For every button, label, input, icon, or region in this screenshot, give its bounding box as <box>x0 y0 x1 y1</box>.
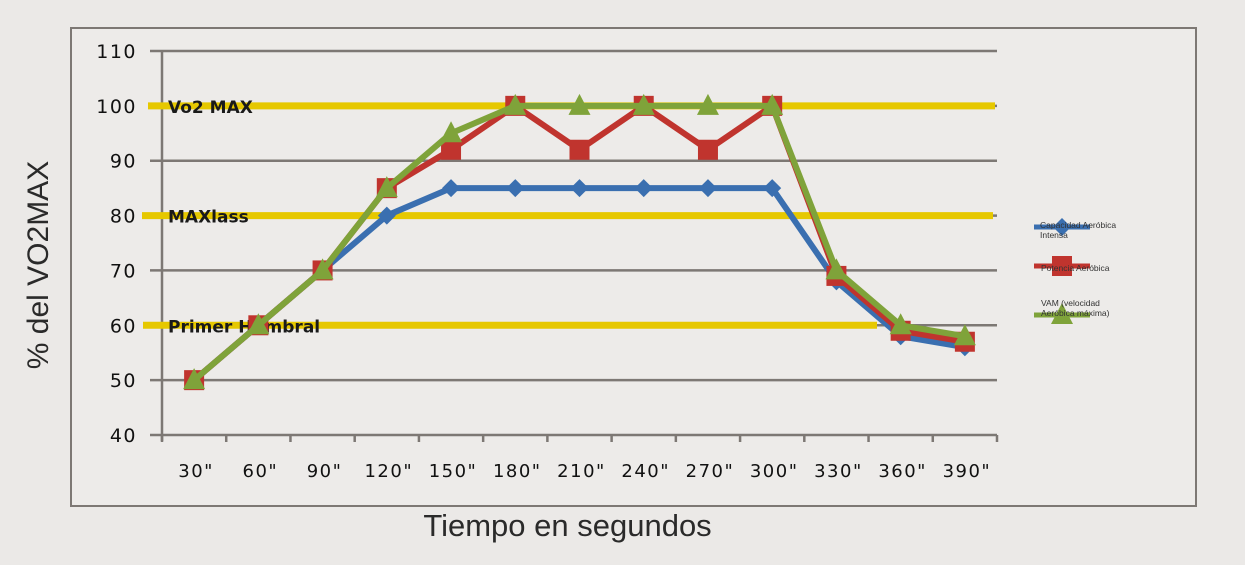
triangle-marker <box>953 324 976 346</box>
diamond-marker <box>698 179 717 198</box>
legend-label-line: Potencia Aeróbica <box>1041 263 1110 273</box>
x-tick-label: 300" <box>750 461 799 482</box>
y-tick-label: 80 <box>110 206 137 228</box>
x-tick-label: 90" <box>307 461 343 482</box>
diamond-marker <box>570 179 589 198</box>
x-axis-title: Tiempo en segundos <box>423 508 712 543</box>
x-tick-label: 270" <box>686 461 735 482</box>
y-tick-label: 50 <box>110 370 137 392</box>
triangle-marker <box>761 93 784 115</box>
y-tick-label: 70 <box>110 260 137 282</box>
square-marker <box>697 139 718 160</box>
triangle-marker <box>889 313 912 335</box>
diamond-marker <box>377 206 396 225</box>
y-axis-title: % del VO2MAX <box>22 160 55 370</box>
x-tick-label: 360" <box>878 461 927 482</box>
x-tick-label: 330" <box>814 461 863 482</box>
diamond-marker <box>442 179 461 198</box>
triangle-marker <box>568 93 591 115</box>
triangle-marker <box>1051 303 1073 324</box>
y-tick-label: 40 <box>110 425 137 447</box>
diamond-marker <box>763 179 782 198</box>
square-marker <box>1052 256 1072 276</box>
y-tick-label: 100 <box>96 96 137 118</box>
triangle-marker <box>183 368 206 390</box>
reference-line-label: MAXlass <box>168 208 249 228</box>
x-tick-label: 180" <box>493 461 542 482</box>
diamond-marker <box>634 179 653 198</box>
x-tick-label: 210" <box>557 461 606 482</box>
reference-line-label: Vo2 MAX <box>168 98 253 118</box>
legend-label-line: VAM (velocidad <box>1041 298 1100 308</box>
x-tick-label: 240" <box>621 461 670 482</box>
y-tick-label: 90 <box>110 151 137 173</box>
legend-label-line: Intensa <box>1040 230 1068 240</box>
legend-item-potencia: Potencia Aeróbica <box>1041 263 1110 273</box>
triangle-marker <box>825 258 848 280</box>
y-tick-label: 60 <box>110 315 137 337</box>
triangle-marker <box>504 93 527 115</box>
diamond-marker <box>506 179 525 198</box>
triangle-marker <box>696 93 719 115</box>
reference-line-label: Primer Humbral <box>168 317 320 337</box>
diamond-marker <box>1053 218 1071 236</box>
square-marker <box>441 139 462 160</box>
x-tick-label: 390" <box>943 461 992 482</box>
x-tick-label: 60" <box>243 461 279 482</box>
triangle-marker <box>247 313 270 335</box>
x-tick-label: 150" <box>429 461 478 482</box>
triangle-marker <box>311 258 334 280</box>
legend-item-vam: VAM (velocidad Aeróbica máxima) <box>1041 298 1110 318</box>
square-marker <box>569 139 590 160</box>
triangle-marker <box>375 176 398 198</box>
legend-label-line: Capacidad Aeróbica <box>1040 220 1117 230</box>
triangle-marker <box>440 121 463 143</box>
legend-item-capacidad: Capacidad Aeróbica Intensa <box>1040 220 1116 240</box>
y-tick-label: 110 <box>96 41 137 63</box>
x-tick-label: 30" <box>178 461 214 482</box>
triangle-marker <box>632 93 655 115</box>
x-tick-label: 120" <box>364 461 413 482</box>
legend-label-line: Aeróbica máxima) <box>1041 308 1110 318</box>
